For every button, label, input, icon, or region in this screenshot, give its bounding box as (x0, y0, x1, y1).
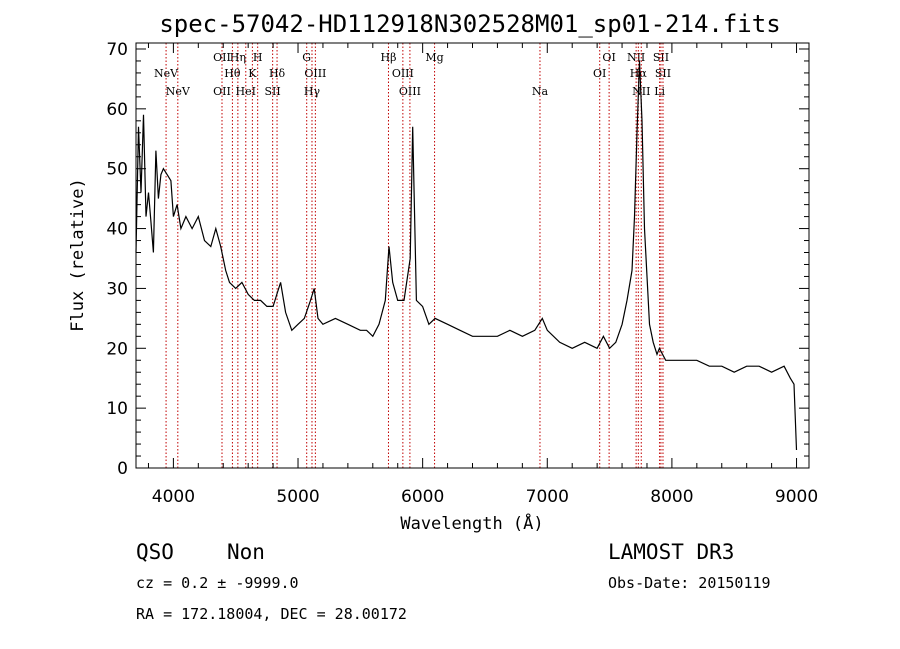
spectrum-series (135, 60, 798, 451)
y-tick-label-1: 10 (106, 399, 128, 419)
x-tick-label-0: 4000 (152, 487, 195, 507)
object-subclass: Non (227, 540, 265, 564)
ra-dec-coordinates: RA = 172.18004, DEC = 28.00172 (136, 605, 407, 623)
x-tick-label-4: 8000 (650, 487, 693, 507)
y-tick-label-4: 40 (106, 220, 128, 240)
spectral-line-label-10: SII (265, 85, 281, 98)
y-tick-label-7: 70 (106, 40, 128, 60)
y-tick-label-3: 30 (106, 279, 128, 299)
spectral-line-label-26: Li (654, 85, 665, 98)
y-axis-label: Flux (relative) (68, 178, 88, 332)
chart-title: spec-57042-HD112918N302528M01_sp01-214.f… (159, 10, 780, 38)
spectral-line-label-11: G (302, 51, 311, 64)
spectral-line-label-12: OIII (304, 67, 326, 80)
redshift-cz: cz = 0.2 ± -9999.0 (136, 574, 299, 592)
spectral-line-label-15: OIII (392, 67, 414, 80)
survey-name: LAMOST DR3 (608, 540, 734, 564)
x-tick-label-5: 9000 (775, 487, 818, 507)
spectral-line-label-2: OII (213, 51, 231, 64)
x-tick-label-2: 6000 (401, 487, 444, 507)
x-tick-label-3: 7000 (526, 487, 569, 507)
object-class: QSO (136, 540, 174, 564)
y-tick-label-0: 0 (117, 459, 128, 479)
spectral-line-label-6: K (248, 67, 257, 80)
x-axis-label: Wavelength (Å) (400, 512, 543, 534)
spectral-line-label-19: OI (602, 51, 615, 64)
spectral-line-label-24: SII (655, 67, 671, 80)
spectral-line-label-21: NII (627, 51, 645, 64)
y-tick-label-6: 60 (106, 100, 128, 120)
spectral-line-label-16: OIII (399, 85, 421, 98)
spectral-line-label-17: Mg (425, 51, 443, 64)
observation-date: Obs-Date: 20150119 (608, 574, 771, 592)
spectral-line-label-13: Hγ (304, 85, 321, 98)
spectral-line-label-5: Hθ (224, 67, 241, 80)
spectral-line-label-4: H (253, 51, 263, 64)
x-tick-label-1: 5000 (276, 487, 319, 507)
axis-ticks: 4000 5000 6000 7000 8000 9000 0 10 20 30 40 50 60 70 (106, 40, 818, 507)
y-tick-label-5: 50 (106, 160, 128, 180)
y-tick-label-2: 20 (106, 339, 128, 359)
plot-frame (135, 42, 810, 469)
spectral-line-label-20: OI (593, 67, 606, 80)
flux-series-line (135, 60, 798, 451)
spectral-line-label-7: OII (213, 85, 231, 98)
spectral-line-label-9: Hδ (269, 67, 286, 80)
spectral-line-label-1: NeV (154, 67, 179, 80)
spectral-line-label-0: NeV (166, 85, 191, 98)
spectral-line-label-3: Hη (230, 51, 246, 64)
spectral-line-label-14: Hβ (380, 51, 396, 64)
spectral-line-label-18: Na (532, 85, 549, 98)
spectral-line-label-22: SII (653, 51, 669, 64)
spectral-line-label-8: HeI (236, 85, 256, 98)
